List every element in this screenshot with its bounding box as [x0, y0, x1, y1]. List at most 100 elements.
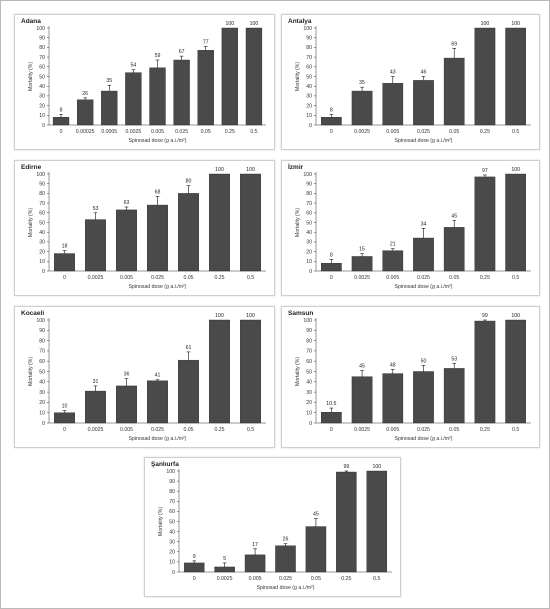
- x-tick-label: 0.005: [120, 427, 133, 433]
- bar: [305, 526, 327, 573]
- data-label: 10.5: [326, 401, 336, 407]
- y-tick-label: 100: [166, 469, 175, 475]
- bar: [245, 27, 263, 126]
- data-label: 99: [482, 313, 488, 319]
- y-tick-label: 80: [306, 338, 312, 344]
- data-label: 54: [130, 63, 136, 69]
- data-label: 68: [155, 189, 161, 195]
- x-tick-label: 0.025: [151, 275, 164, 281]
- y-tick-label: 40: [306, 380, 312, 386]
- bar: [443, 368, 465, 424]
- bar: [149, 67, 166, 126]
- x-tick-label: 0.005: [120, 275, 133, 281]
- chart-title: Edirne: [21, 164, 42, 171]
- y-tick-label: 100: [36, 318, 45, 324]
- data-label: 53: [93, 206, 99, 212]
- y-tick-label: 60: [169, 509, 175, 515]
- bar: [178, 359, 199, 424]
- x-axis-label: Spinosad dose (g a.i./m²): [129, 284, 187, 290]
- data-label: 8: [60, 107, 63, 113]
- y-tick-label: 20: [306, 249, 312, 255]
- bar: [240, 173, 261, 272]
- y-tick-label: 20: [306, 103, 312, 109]
- x-tick-label: 0.5: [373, 576, 380, 582]
- bar: [505, 27, 526, 126]
- y-tick-label: 80: [39, 338, 45, 344]
- y-axis-label: Mortality (%): [28, 208, 34, 237]
- y-tick-label: 20: [306, 400, 312, 406]
- bar: [366, 470, 388, 573]
- y-tick-label: 60: [39, 359, 45, 365]
- x-tick-label: 0.025: [417, 427, 430, 433]
- bar: [474, 27, 496, 126]
- data-label: 63: [124, 200, 130, 206]
- y-tick-label: 50: [39, 220, 45, 226]
- data-label: 46: [421, 70, 427, 76]
- bar: [147, 380, 168, 424]
- y-tick-label: 0: [172, 570, 175, 576]
- x-tick-label: 0.25: [214, 275, 224, 281]
- data-label: 17: [252, 542, 258, 548]
- y-tick-label: 10: [306, 259, 312, 265]
- data-label: 8: [330, 107, 333, 113]
- x-tick-label: 0: [193, 576, 196, 582]
- bar-chart-svg: Şanlıurfa0102030405060708090100Mortality…: [151, 461, 392, 591]
- data-label: 100: [215, 167, 224, 173]
- data-label: 100: [246, 313, 255, 319]
- data-label: 15: [359, 247, 365, 253]
- y-tick-label: 30: [39, 390, 45, 396]
- chart-title: Antalya: [288, 18, 312, 25]
- bar: [505, 173, 526, 272]
- bar: [321, 117, 342, 126]
- bar: [54, 253, 75, 272]
- x-tick-label: 0.005: [386, 129, 399, 135]
- bar: [321, 411, 342, 424]
- y-tick-label: 40: [306, 84, 312, 90]
- y-tick-label: 60: [306, 65, 312, 71]
- y-tick-label: 20: [39, 103, 45, 109]
- bar: [214, 566, 235, 573]
- data-label: 69: [451, 41, 457, 47]
- x-tick-label: 0.05: [183, 427, 193, 433]
- x-tick-label: 0.5: [512, 427, 519, 433]
- x-tick-label: 0.0025: [354, 275, 370, 281]
- bar: [147, 204, 168, 272]
- bar: [85, 219, 106, 272]
- bar: [244, 554, 266, 573]
- chart-panel-izmir: İzmir 0 10 20 30 40 50 60 70 80 90 100 Mortality (%)…: [281, 160, 540, 296]
- data-label: 77: [203, 39, 209, 45]
- data-label: 26: [82, 91, 88, 97]
- y-tick-label: 10: [306, 113, 312, 119]
- y-tick-label: 40: [39, 84, 45, 90]
- y-tick-label: 70: [306, 55, 312, 61]
- y-tick-label: 50: [39, 369, 45, 375]
- y-tick-label: 50: [306, 74, 312, 80]
- data-label: 99: [343, 464, 349, 470]
- data-label: 45: [451, 214, 457, 220]
- y-tick-label: 50: [306, 369, 312, 375]
- data-label: 43: [390, 70, 396, 76]
- bar: [101, 90, 118, 126]
- y-tick-label: 80: [39, 191, 45, 197]
- x-tick-label: 0.005: [386, 275, 399, 281]
- x-tick-label: 0: [330, 427, 333, 433]
- y-tick-label: 10: [39, 411, 45, 417]
- x-tick-label: 0.25: [225, 129, 235, 135]
- y-tick-label: 90: [39, 328, 45, 334]
- bar: [54, 412, 75, 424]
- data-label: 45: [359, 363, 365, 369]
- y-tick-label: 100: [36, 172, 45, 178]
- y-tick-label: 10: [306, 411, 312, 417]
- y-tick-label: 20: [169, 550, 175, 556]
- chart-title: Şanlıurfa: [151, 461, 179, 468]
- x-tick-label: 0.025: [417, 275, 430, 281]
- bar: [125, 72, 142, 126]
- data-label: 41: [155, 373, 161, 379]
- y-tick-label: 50: [169, 519, 175, 525]
- bar: [474, 320, 496, 424]
- x-tick-label: 0.0025: [354, 427, 370, 433]
- chart-panel-antalya: Antalya 0 10 20 30 40 50 60 70 80 90 100 Mortality (…: [281, 14, 540, 150]
